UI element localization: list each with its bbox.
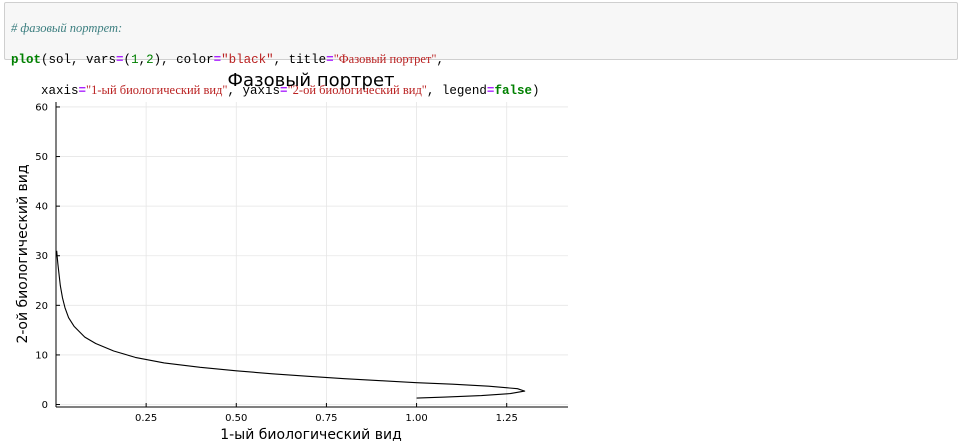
- code-operator: =: [486, 84, 495, 98]
- code-string-xaxis: "1-ый биологический вид": [86, 83, 228, 97]
- code-operator: =: [78, 84, 87, 98]
- code-operator: =: [116, 53, 124, 67]
- code-line-plot-call: plot(sol, vars=(1,2), color="black", tit…: [11, 52, 951, 68]
- x-tick-label: 0.50: [225, 413, 247, 424]
- x-tick-label: 0.75: [315, 413, 337, 424]
- code-operator: =: [326, 53, 334, 67]
- code-string-title: "Фазовый портрет": [333, 52, 437, 66]
- y-tick-label: 60: [35, 102, 48, 113]
- code-yaxis-key: , yaxis: [227, 84, 281, 98]
- code-cell[interactable]: # фазовый портрет: plot(sol, vars=(1,2),…: [4, 2, 958, 98]
- chart-series: [56, 250, 526, 399]
- x-tick-label: 1.25: [496, 413, 518, 424]
- code-close-paren: ): [531, 84, 540, 98]
- phase-portrait-chart: 0.25 0.50 0.75 1.00 1.25 0 10 20 30 40 50 60 Фазовы…: [15, 70, 568, 443]
- code-operator: =: [213, 53, 222, 67]
- code-string-color: "black": [221, 53, 274, 67]
- y-axis-label: 2-ой биологический вид: [15, 164, 31, 343]
- y-tick-label: 40: [35, 202, 48, 213]
- y-tick-label: 50: [35, 152, 48, 163]
- code-string-yaxis: "2-ой биологический вид": [287, 83, 427, 97]
- code-function-name: plot: [11, 53, 42, 67]
- code-line-comment: # фазовый портрет:: [11, 21, 951, 37]
- code-legend-key: , legend: [426, 84, 487, 98]
- code-xaxis-key: xaxis: [11, 84, 79, 98]
- code-title-key: , title: [273, 53, 327, 67]
- code-paren: (: [123, 53, 132, 67]
- code-color-key: ), color: [153, 53, 214, 67]
- x-tick-label: 0.25: [135, 413, 157, 424]
- y-tick-label: 0: [42, 400, 48, 411]
- code-number: 2: [146, 53, 154, 67]
- chart-title: Фазовый портрет: [227, 70, 394, 91]
- code-number: 1: [131, 53, 139, 67]
- chart-grid: [56, 102, 568, 407]
- y-tick-label: 20: [35, 301, 48, 312]
- chart-axes: [55, 102, 568, 408]
- phase-trajectory-line: [56, 250, 526, 399]
- code-comma: ,: [138, 53, 147, 67]
- y-tick-label: 10: [35, 350, 48, 361]
- chart-ticks: 0.25 0.50 0.75 1.00 1.25 0 10 20 30 40 50 60: [35, 102, 518, 424]
- x-tick-label: 1.00: [405, 413, 427, 424]
- code-line-axes: xaxis="1-ый биологический вид", yaxis="2…: [11, 83, 951, 99]
- code-keyword-false: false: [494, 84, 532, 98]
- code-comma: ,: [436, 53, 444, 67]
- y-tick-label: 30: [35, 251, 48, 262]
- code-args-start: (sol, vars: [41, 53, 117, 67]
- code-operator: =: [280, 84, 288, 98]
- code-comment: # фазовый портрет:: [11, 21, 123, 35]
- x-axis-label: 1-ый биологический вид: [220, 427, 402, 443]
